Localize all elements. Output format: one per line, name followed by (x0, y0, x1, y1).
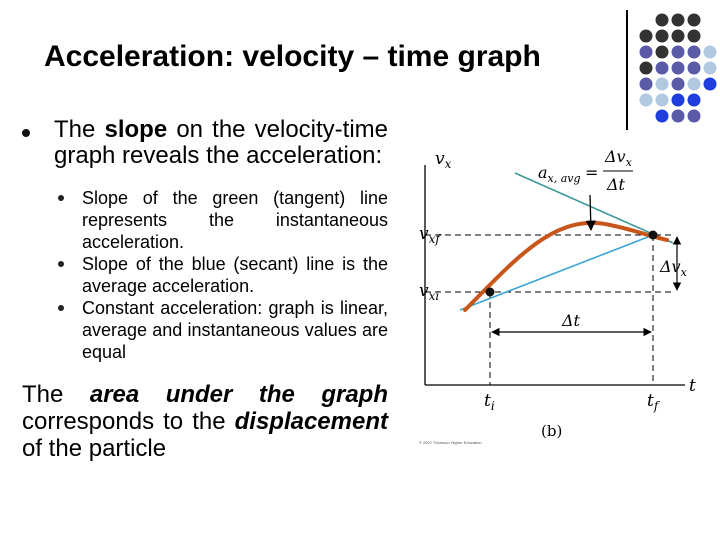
secant-line (459, 234, 654, 311)
para-emphasis-displacement: displacement (234, 408, 388, 435)
sub-bullet-list: Slope of the green (tangent) line repres… (22, 187, 388, 363)
decorative-dot (703, 61, 717, 75)
formula-pointer-arrow (585, 194, 596, 232)
decorative-dot (687, 93, 701, 107)
ti-label: ti (484, 391, 495, 413)
sub-bullet-text: Slope of the blue (secant) line is the a… (82, 254, 388, 296)
decorative-dot (639, 61, 653, 75)
formula-equals: = (585, 163, 598, 182)
copyright-text: © 2007 Thomson Higher Education (419, 440, 481, 445)
point-initial (485, 287, 495, 297)
sub-bullet-dot-icon (58, 305, 64, 311)
delta-vx-label: Δvx (659, 257, 688, 279)
para-text: The (22, 381, 90, 408)
para-text-suffix: of the particle (22, 435, 167, 462)
decorative-dot (703, 77, 717, 91)
decorative-dot (655, 61, 669, 75)
decorative-dot (655, 45, 669, 59)
sub-bullet-secant: Slope of the blue (secant) line is the a… (58, 253, 388, 297)
decorative-dot (639, 45, 653, 59)
bullet-text-emphasis: slope (104, 116, 168, 143)
decorative-dot (655, 109, 669, 123)
delta-t-label: Δt (561, 311, 581, 330)
sub-bullet-constant: Constant acceleration: graph is linear, … (58, 297, 388, 363)
vxi-label: vxi (419, 281, 439, 303)
formula-denominator: Δt (606, 175, 626, 194)
slide-title: Acceleration: velocity – time graph (44, 40, 541, 73)
decorative-dot (703, 45, 717, 59)
bullet-dot-icon (22, 129, 30, 137)
decorative-dot (687, 77, 701, 91)
area-paragraph: The area under the graph corresponds to … (0, 381, 388, 462)
decorative-dot (671, 61, 685, 75)
x-axis-label: t (689, 376, 696, 396)
slide-body: The slope on the velocity-time graph rev… (22, 117, 388, 462)
decorative-dot (671, 93, 685, 107)
decorative-dot (671, 45, 685, 59)
sub-bullet-dot-icon (58, 195, 64, 201)
tangent-line (514, 172, 674, 244)
sub-bullet-dot-icon (58, 261, 64, 267)
para-text-middle: corresponds to the (22, 408, 235, 435)
panel-label: (b) (541, 422, 562, 440)
bullet-text-suffix: on the velocity-time graph reveals the a… (54, 116, 389, 169)
decorative-dot (639, 93, 653, 107)
y-axis-label: vx (435, 149, 452, 171)
decorative-dot (671, 13, 685, 27)
decorative-dot (639, 29, 653, 43)
velocity-time-graph: vx t vxf vxi ti tf ax, avg = Δvx Δt Δvx … (419, 147, 696, 445)
formula-lhs: ax, avg (538, 163, 581, 185)
decorative-dot (639, 77, 653, 91)
decorative-dot (687, 45, 701, 59)
decorative-dot (687, 13, 701, 27)
decorative-dot (671, 29, 685, 43)
formula-numerator: Δvx (604, 147, 633, 169)
sub-bullet-text: Slope of the green (tangent) line repres… (82, 188, 388, 252)
para-emphasis-area: area under the graph (89, 381, 388, 408)
decorative-dot-grid (639, 13, 717, 123)
decorative-dot (655, 93, 669, 107)
decorative-dot (671, 109, 685, 123)
decorative-dot (655, 77, 669, 91)
title-divider-line (626, 10, 628, 130)
vxf-label: vxf (419, 224, 442, 246)
decorative-dot (655, 29, 669, 43)
sub-bullet-text: Constant acceleration: graph is linear, … (82, 298, 388, 362)
decorative-dot (687, 61, 701, 75)
bullet-text-prefix: The (54, 116, 105, 143)
decorative-dot (687, 29, 701, 43)
bullet-slope: The slope on the velocity-time graph rev… (22, 117, 388, 169)
point-final (648, 230, 658, 240)
decorative-dot (687, 109, 701, 123)
sub-bullet-tangent: Slope of the green (tangent) line repres… (58, 187, 388, 253)
decorative-dot (671, 77, 685, 91)
tf-label: tf (647, 391, 661, 413)
decorative-dot (655, 13, 669, 27)
